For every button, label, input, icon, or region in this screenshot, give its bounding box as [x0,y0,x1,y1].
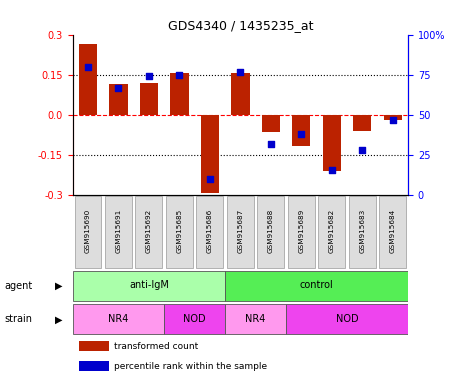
Bar [292,115,310,146]
Bar [225,304,286,334]
FancyBboxPatch shape [166,196,193,268]
Text: GSM915685: GSM915685 [176,209,182,253]
FancyBboxPatch shape [227,196,254,268]
Text: NR4: NR4 [245,314,266,324]
Bar [79,341,109,351]
Bar [170,73,189,115]
Bar [79,44,97,115]
Bar [109,84,128,115]
Bar [164,304,225,334]
FancyBboxPatch shape [105,196,132,268]
FancyBboxPatch shape [379,196,406,268]
Point [328,167,335,173]
Title: GDS4340 / 1435235_at: GDS4340 / 1435235_at [167,19,313,32]
Bar [201,115,219,193]
Point [389,117,396,123]
Text: NOD: NOD [336,314,358,324]
Bar [262,115,280,132]
Bar [353,115,371,131]
Text: anti-IgM: anti-IgM [129,280,169,290]
FancyBboxPatch shape [318,196,345,268]
FancyBboxPatch shape [136,196,162,268]
Text: transformed count: transformed count [114,342,198,351]
Text: GSM915687: GSM915687 [237,209,243,253]
Text: ▶: ▶ [55,281,62,291]
Text: NOD: NOD [183,314,206,324]
Text: ▶: ▶ [55,314,62,324]
Point [145,73,153,79]
Point [114,84,122,91]
FancyBboxPatch shape [75,196,101,268]
Text: GSM915692: GSM915692 [146,209,152,253]
Bar [140,83,158,115]
Text: GSM915682: GSM915682 [329,209,335,253]
Bar [231,73,250,115]
Text: agent: agent [5,281,33,291]
Text: NR4: NR4 [108,314,129,324]
FancyBboxPatch shape [197,196,223,268]
Text: control: control [300,280,333,290]
Bar [286,304,408,334]
Point [84,64,92,70]
Text: strain: strain [5,314,33,324]
Bar [79,361,109,371]
Text: GSM915683: GSM915683 [359,209,365,253]
Text: GSM915689: GSM915689 [298,209,304,253]
Text: GSM915690: GSM915690 [85,209,91,253]
Text: percentile rank within the sample: percentile rank within the sample [114,362,267,371]
Point [297,131,305,137]
Bar [323,115,341,171]
Bar [384,115,402,120]
Text: GSM915691: GSM915691 [115,209,121,253]
Point [175,72,183,78]
FancyBboxPatch shape [288,196,315,268]
Bar [73,271,225,301]
Point [358,147,366,154]
Text: GSM915686: GSM915686 [207,209,213,253]
Point [206,176,213,182]
Text: GSM915688: GSM915688 [268,209,274,253]
Bar [225,271,408,301]
FancyBboxPatch shape [349,196,376,268]
FancyBboxPatch shape [257,196,284,268]
Bar [73,304,164,334]
Point [267,141,274,147]
Point [236,68,244,74]
Text: GSM915684: GSM915684 [390,209,396,253]
